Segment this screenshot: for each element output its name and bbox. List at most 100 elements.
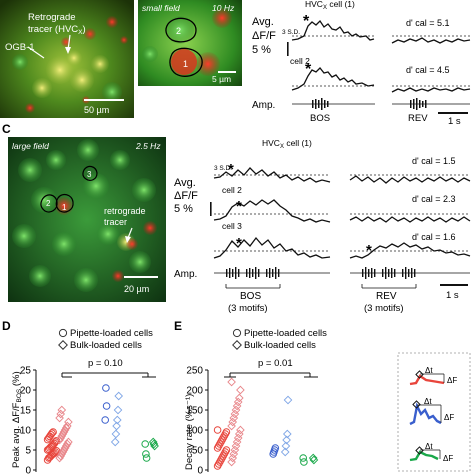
panel-e-ylabel: Decay rate (%s⁻¹)	[184, 394, 195, 470]
data-point-diamond	[230, 409, 240, 419]
panel-b-trace-cell1-rev	[391, 37, 471, 44]
panel-d-points	[43, 384, 159, 464]
data-point-diamond	[114, 391, 124, 401]
panel-c-time-label: 1 s	[446, 290, 459, 301]
panel-d-legend-bulk: Bulk-loaded cells	[70, 340, 142, 351]
panel-c-asterisk-2: *	[236, 198, 242, 215]
data-point-circle	[271, 444, 280, 452]
data-point-diamond	[233, 397, 243, 407]
panel-b-cell-1: 1	[183, 59, 188, 69]
panel-c-retrograde: retrograde	[104, 206, 146, 216]
data-point-diamond	[227, 421, 236, 431]
panel-b-roi-1	[169, 47, 203, 77]
panel-a-scale-bar	[84, 99, 124, 101]
panel-d-ylabel: Peak avg. ΔF/FBOS (%)	[11, 371, 23, 468]
y-tick-label: 25	[20, 366, 32, 377]
panel-b-amp: Amp.	[252, 100, 275, 111]
y-tick-label: 50	[192, 446, 204, 457]
data-point-diamond	[227, 457, 236, 467]
panel-c-tracer: tracer	[104, 217, 127, 227]
data-point-diamond	[57, 405, 67, 415]
panel-c-trace-cell2-rev	[349, 216, 471, 223]
panel-b-ylabel-1: Avg.	[252, 16, 274, 28]
panel-c-cell2: cell 2	[222, 185, 242, 195]
data-point-diamond	[228, 453, 238, 463]
panel-d-letter: D	[2, 319, 11, 333]
panel-e-pvalue: p = 0.01	[258, 358, 293, 369]
data-point-circle	[102, 402, 111, 410]
panel-c-sd: 3 S.D.	[214, 165, 232, 172]
panel-c-traces: HVCX cell (1) 3 S.D. Avg. ΔF/F 5 % cell …	[174, 138, 471, 314]
panel-d-pvalue: p = 0.10	[88, 358, 123, 369]
panel-b-cell2: cell 2	[290, 56, 310, 66]
panel-c-arrowhead	[125, 236, 131, 243]
panel-b-small-field: small field	[142, 3, 180, 13]
data-point-diamond	[231, 405, 241, 415]
panel-c-asterisk-3b: *	[366, 242, 372, 259]
panel-c-title: HVCX cell (1)	[262, 138, 312, 150]
data-point-circle	[222, 428, 231, 436]
panel-e-legend-bulk: Bulk-loaded cells	[244, 340, 316, 351]
panel-c-bos: BOS	[240, 291, 261, 302]
data-point-diamond	[229, 413, 239, 423]
panel-c-micrograph: large field 2.5 Hz 1 2 3 retrograde trac…	[8, 137, 166, 302]
panel-b-title: HVCX cell (1)	[305, 0, 355, 11]
panel-b-ybar	[287, 42, 289, 56]
panel-c-trace-cell1-rev	[349, 175, 471, 184]
data-point-circle	[49, 428, 57, 436]
panel-c-cell-3: 3	[87, 170, 92, 179]
panel-b-ylabel-2: ΔF/F	[252, 30, 276, 42]
y-tick-label: 0	[25, 466, 31, 474]
panel-b-rev: REV	[408, 113, 428, 124]
panel-b-cell-2: 2	[176, 26, 181, 36]
data-point-diamond	[148, 437, 158, 447]
panel-c-trace-cell3-rev	[349, 242, 471, 259]
data-point-diamond	[110, 437, 120, 447]
panel-d-ticks: 0 5 10 15 20 25	[20, 366, 36, 474]
data-point-diamond	[236, 425, 245, 435]
panel-e: E Decay rate (%s⁻¹) 0 50 100 150 200 250 Pipe…	[174, 319, 471, 474]
panel-c-trace-cell3-bos	[213, 236, 331, 259]
panel-e-legend-diamond	[232, 340, 242, 350]
panel-a-ogb-arrow	[27, 46, 45, 59]
panel-e-legend-circle	[232, 328, 242, 338]
panel-b-time-bar	[438, 112, 468, 114]
data-point-diamond	[233, 433, 243, 443]
panel-a-label-retrograde: Retrograde	[28, 12, 76, 23]
panel-c-bos-sub: (3 motifs)	[228, 303, 268, 314]
y-tick-label: 200	[186, 386, 203, 397]
panel-c-dcal-3: d' cal = 1.6	[412, 232, 456, 242]
data-point-circle	[142, 450, 150, 458]
data-point-diamond	[281, 441, 291, 451]
panel-c-trace-cell1-bos	[213, 167, 331, 183]
inset-df-1: ΔF	[447, 376, 457, 385]
data-point-diamond	[230, 445, 240, 455]
y-tick-label: 100	[186, 426, 203, 437]
data-point-diamond	[62, 421, 72, 431]
panel-e-ticks: 0 50 100 150 200 250	[186, 366, 208, 474]
data-point-circle	[101, 416, 109, 424]
panel-b-time-label: 1 s	[448, 116, 461, 127]
panel-c-ylabel-1: Avg.	[174, 177, 196, 189]
panel-c-rev-sub: (3 motifs)	[364, 303, 404, 314]
data-point-diamond	[112, 415, 122, 425]
data-point-diamond	[280, 447, 290, 457]
y-tick-label: 5	[25, 446, 31, 457]
data-point-circle	[50, 449, 59, 458]
data-point-diamond	[228, 417, 238, 427]
panel-a-scale-label: 50 µm	[84, 105, 109, 115]
data-point-diamond	[55, 413, 64, 423]
panel-c-ylabel-2: ΔF/F	[174, 190, 198, 202]
panel-b-trace-cell2-rev	[391, 87, 471, 93]
data-point-circle	[48, 429, 56, 438]
inset-dt-3: Δt	[425, 442, 433, 451]
data-point-circle	[52, 447, 61, 455]
data-point-diamond	[232, 437, 242, 447]
panel-c-cell-2: 2	[46, 199, 51, 208]
inset-df-2: ΔF	[444, 413, 454, 422]
panel-c-time-bar	[440, 284, 468, 286]
data-point-diamond	[309, 455, 319, 465]
panel-b-scale-bar	[218, 71, 236, 73]
panel-b-dcal-2: d' cal = 4.5	[406, 65, 450, 75]
data-point-diamond	[149, 439, 159, 449]
